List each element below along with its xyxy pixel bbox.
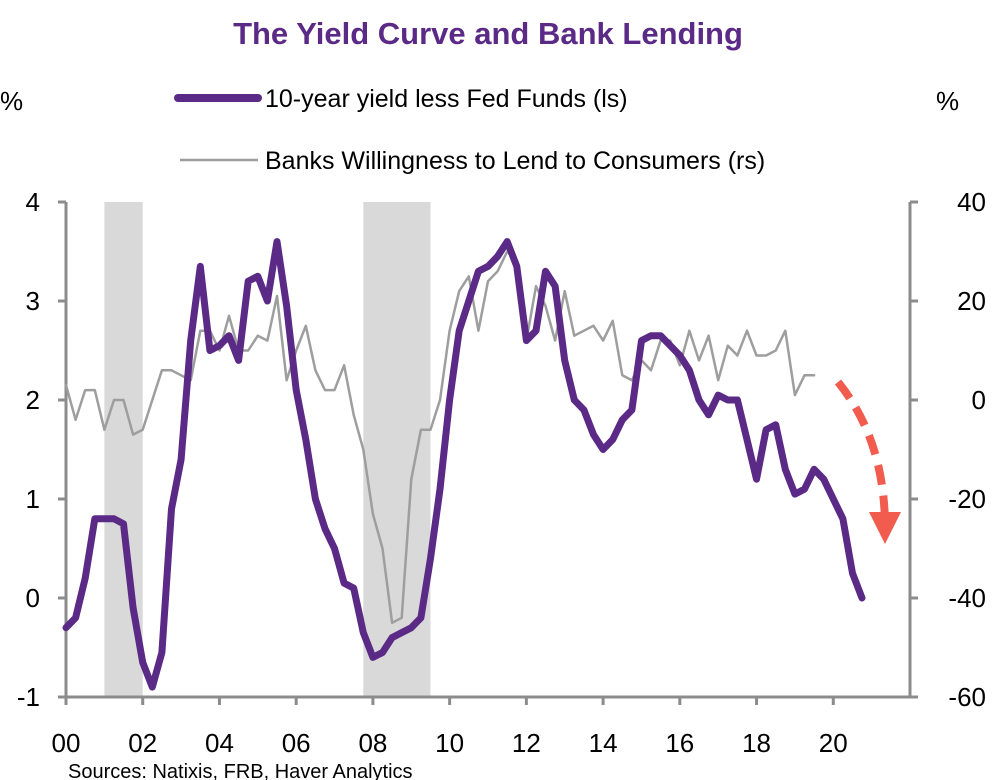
x-tick-label: 16 <box>665 728 694 758</box>
legend-label-yield-spread: 10-year yield less Fed Funds (ls) <box>265 85 628 113</box>
source-note: Sources: Natixis, FRB, Haver Analytics <box>68 761 413 780</box>
chart-title: The Yield Curve and Bank Lending <box>233 16 743 51</box>
y-left-tick-label: 0 <box>26 583 40 613</box>
y-right-tick-label: 0 <box>972 385 986 415</box>
x-tick-label: 02 <box>128 728 157 758</box>
series-line-bank-lending <box>64 250 816 625</box>
legend-label-bank-lending: Banks Willingness to Lend to Consumers (… <box>265 147 765 175</box>
series-line-yield-spread <box>62 238 866 691</box>
x-tick-label: 00 <box>52 728 81 758</box>
y-left-tick-label: 1 <box>26 484 40 514</box>
right-axis-unit: % <box>936 86 959 116</box>
y-left-tick-label: 2 <box>26 385 40 415</box>
y-left-tick-label: 3 <box>26 286 40 316</box>
x-tick-label: 20 <box>819 728 848 758</box>
x-tick-label: 04 <box>205 728 234 758</box>
x-tick-label: 18 <box>742 728 771 758</box>
legend: 10-year yield less Fed Funds (ls) Banks … <box>174 85 765 175</box>
y-right-tick-label: -60 <box>948 682 986 712</box>
y-right-tick-label: 20 <box>957 286 986 316</box>
recession-shading <box>104 202 431 697</box>
y-right-tick-label: 40 <box>957 187 986 217</box>
x-tick-label: 12 <box>512 728 541 758</box>
x-tick-label: 06 <box>282 728 311 758</box>
y-left-tick-label: -1 <box>17 682 40 712</box>
left-axis-unit: % <box>0 86 23 116</box>
x-tick-label: 14 <box>589 728 618 758</box>
series-lines <box>62 238 866 691</box>
y-right-tick-label: -40 <box>948 583 986 613</box>
x-tick-label: 08 <box>358 728 387 758</box>
downward-trend-arrow <box>834 379 901 544</box>
y-left-tick-label: 4 <box>26 187 40 217</box>
y-right-tick-label: -20 <box>948 484 986 514</box>
x-tick-label: 10 <box>435 728 464 758</box>
